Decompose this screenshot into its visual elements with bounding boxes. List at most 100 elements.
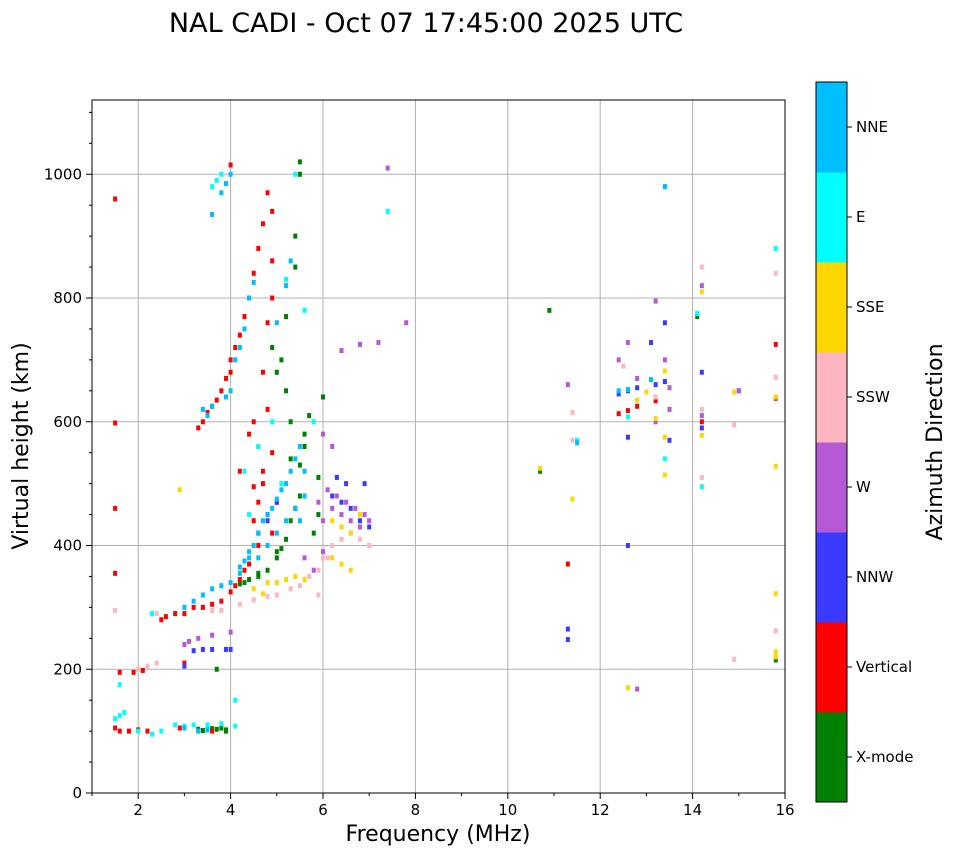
- data-point: [357, 536, 362, 542]
- data-point: [200, 604, 205, 610]
- data-point: [251, 484, 256, 490]
- chart-title: NAL CADI - Oct 07 17:45:00 2025 UTC: [169, 8, 683, 39]
- colorbar-frame: [815, 81, 848, 803]
- colorbar-segment: [816, 262, 847, 353]
- data-point: [274, 549, 279, 555]
- data-point: [200, 419, 205, 425]
- data-point: [117, 728, 122, 734]
- data-point: [284, 388, 289, 394]
- data-point: [247, 549, 252, 555]
- data-point: [210, 728, 215, 734]
- data-point: [182, 663, 187, 669]
- data-point: [187, 638, 192, 644]
- data-point: [565, 637, 570, 643]
- data-point: [302, 444, 307, 449]
- data-point: [570, 409, 575, 415]
- data-point: [773, 394, 778, 400]
- data-point: [653, 419, 658, 425]
- y-tick-label: 200: [53, 660, 82, 678]
- data-point: [113, 725, 118, 731]
- data-point: [196, 425, 201, 431]
- colorbar-label: SSW: [856, 388, 890, 406]
- colorbar-label: X-mode: [856, 748, 913, 766]
- x-tick-label: 2: [133, 801, 143, 819]
- data-point: [547, 307, 552, 313]
- colorbar-label: E: [856, 208, 865, 226]
- colorbar-title: Azimuth Direction: [923, 343, 948, 540]
- data-point: [773, 649, 778, 655]
- colorbar-label: NNE: [856, 118, 888, 136]
- y-tick-label: 600: [53, 413, 82, 431]
- data-point: [649, 340, 654, 346]
- data-point: [113, 505, 118, 511]
- data-point: [274, 496, 279, 502]
- data-point: [270, 505, 275, 511]
- data-point: [228, 589, 233, 595]
- data-point: [214, 726, 219, 732]
- colorbar-segment: [816, 622, 847, 713]
- data-point: [270, 295, 275, 301]
- data-point: [237, 570, 242, 576]
- data-point: [205, 722, 210, 728]
- data-point: [662, 472, 667, 478]
- data-point: [330, 493, 335, 499]
- data-point: [367, 543, 372, 548]
- data-point: [228, 646, 233, 652]
- data-point: [237, 601, 242, 607]
- data-point: [302, 493, 307, 499]
- data-point: [695, 310, 700, 316]
- data-point: [311, 419, 316, 425]
- data-point: [182, 660, 187, 666]
- data-point: [662, 379, 667, 385]
- data-point: [247, 577, 252, 583]
- data-point: [265, 320, 270, 326]
- x-tick-label: 14: [683, 801, 702, 819]
- data-point: [321, 518, 325, 524]
- data-point: [136, 666, 141, 672]
- colorbar-segment: [816, 442, 847, 533]
- data-point: [773, 374, 778, 380]
- data-point: [145, 728, 150, 734]
- data-point: [122, 710, 127, 716]
- data-point: [344, 499, 349, 505]
- data-point: [348, 505, 353, 511]
- data-point: [173, 611, 178, 617]
- data-point: [237, 332, 242, 338]
- data-point: [699, 474, 704, 480]
- data-point: [307, 573, 312, 579]
- colorbar: X-mode Vertical NNW W SSW SSE E NNE: [815, 81, 913, 803]
- data-point: [311, 530, 316, 536]
- data-point: [260, 591, 265, 597]
- data-point: [131, 669, 136, 675]
- data-point: [265, 518, 270, 524]
- data-point: [773, 628, 778, 634]
- data-point: [219, 721, 224, 727]
- data-point: [247, 561, 252, 567]
- data-point: [625, 414, 630, 420]
- data-point: [274, 530, 279, 536]
- data-point: [653, 394, 658, 400]
- data-point: [362, 481, 367, 487]
- data-point: [177, 725, 182, 731]
- data-point: [353, 505, 358, 511]
- data-point: [182, 611, 187, 617]
- data-point: [117, 713, 122, 719]
- data-point: [367, 518, 372, 524]
- data-point: [362, 512, 367, 518]
- data-point: [316, 512, 321, 518]
- data-point: [191, 648, 196, 654]
- data-point: [773, 463, 778, 469]
- data-point: [625, 685, 630, 691]
- data-point: [274, 320, 279, 326]
- data-point: [339, 561, 344, 567]
- data-point: [621, 363, 626, 369]
- data-point: [126, 728, 131, 734]
- data-point: [265, 593, 270, 599]
- data-point: [302, 307, 307, 313]
- data-point: [288, 456, 293, 462]
- data-point: [325, 555, 330, 561]
- data-point: [649, 377, 654, 383]
- data-point: [274, 555, 279, 561]
- data-point: [316, 499, 321, 505]
- data-point: [247, 431, 252, 437]
